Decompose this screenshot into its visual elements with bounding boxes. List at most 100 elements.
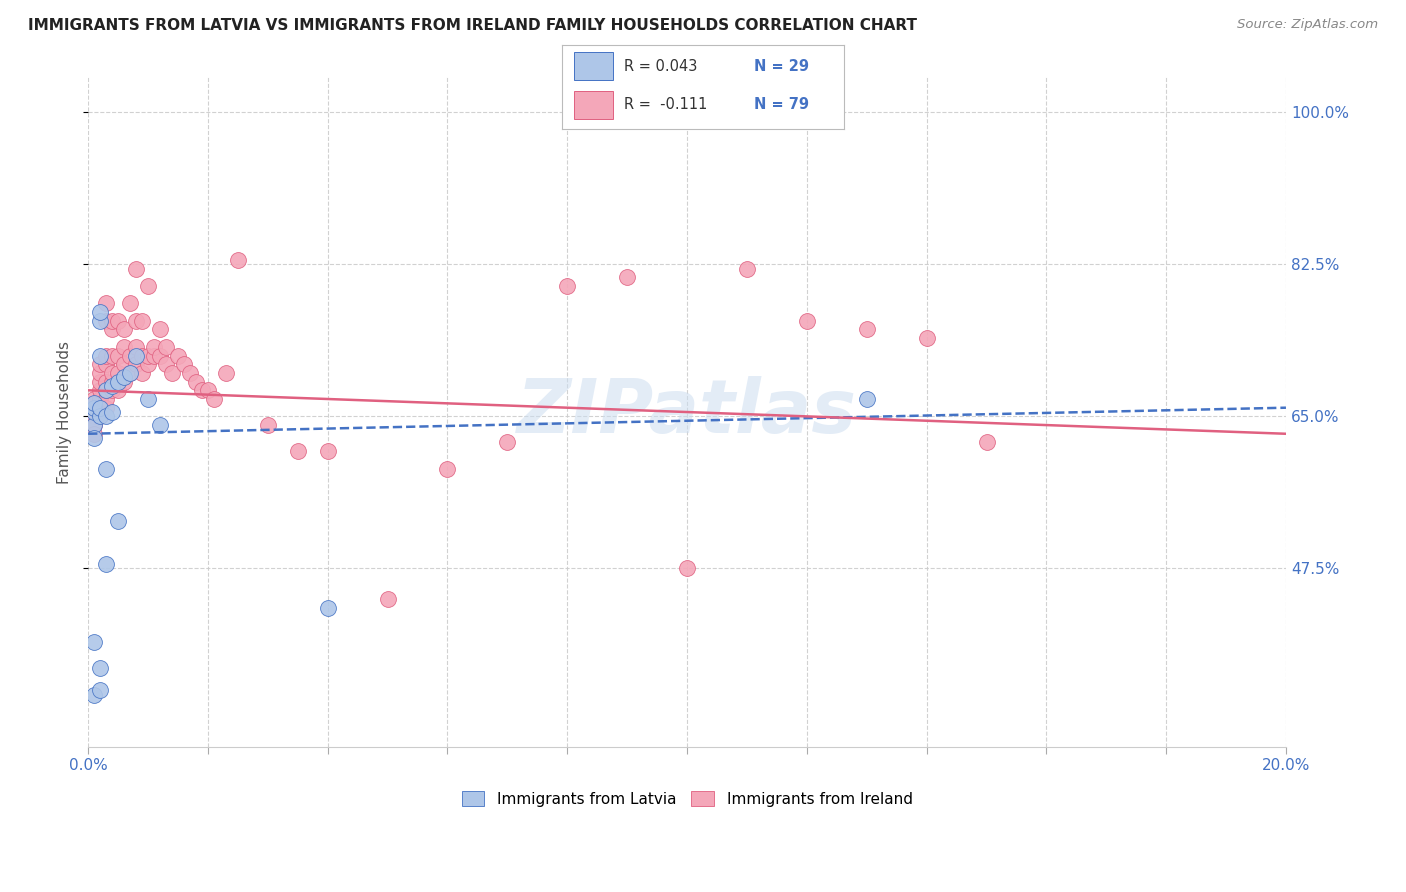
Point xyxy=(89,683,111,698)
Point xyxy=(202,392,225,406)
Point xyxy=(94,375,117,389)
Point xyxy=(167,349,190,363)
Point xyxy=(89,409,111,424)
Point xyxy=(107,349,129,363)
Point xyxy=(83,405,105,419)
Point xyxy=(160,366,183,380)
Point xyxy=(143,349,166,363)
Point xyxy=(120,296,142,310)
Bar xyxy=(574,53,613,80)
Text: N = 29: N = 29 xyxy=(754,59,808,74)
Point xyxy=(101,349,124,363)
Point xyxy=(125,314,148,328)
Point xyxy=(101,379,124,393)
Point xyxy=(125,340,148,354)
Point xyxy=(101,366,124,380)
Point xyxy=(94,409,117,424)
Point xyxy=(125,357,148,371)
Point xyxy=(136,279,159,293)
Point xyxy=(89,349,111,363)
Point xyxy=(215,366,238,380)
Point xyxy=(83,392,105,406)
Point xyxy=(89,409,111,424)
Point xyxy=(316,600,339,615)
Point xyxy=(131,366,153,380)
Point xyxy=(143,340,166,354)
Point xyxy=(125,349,148,363)
Point xyxy=(94,296,117,310)
Point xyxy=(226,252,249,267)
Point xyxy=(256,418,278,433)
Point xyxy=(676,561,699,575)
Point xyxy=(101,375,124,389)
Point xyxy=(94,384,117,398)
Point xyxy=(83,418,105,433)
Point xyxy=(136,357,159,371)
Point xyxy=(94,557,117,571)
Point xyxy=(89,401,111,415)
Point xyxy=(83,401,105,415)
Point xyxy=(149,349,172,363)
Point xyxy=(89,314,111,328)
Point xyxy=(94,349,117,363)
Point xyxy=(173,357,195,371)
Point xyxy=(120,349,142,363)
Point xyxy=(89,661,111,675)
Text: Source: ZipAtlas.com: Source: ZipAtlas.com xyxy=(1237,18,1378,31)
Point xyxy=(83,431,105,445)
Point xyxy=(131,349,153,363)
Point xyxy=(555,279,578,293)
Text: ZIPatlas: ZIPatlas xyxy=(517,376,858,449)
Point xyxy=(89,375,111,389)
Point xyxy=(89,405,111,419)
Point xyxy=(179,366,201,380)
Text: IMMIGRANTS FROM LATVIA VS IMMIGRANTS FROM IRELAND FAMILY HOUSEHOLDS CORRELATION : IMMIGRANTS FROM LATVIA VS IMMIGRANTS FRO… xyxy=(28,18,917,33)
Point xyxy=(83,396,105,410)
Point xyxy=(316,444,339,458)
Point xyxy=(131,314,153,328)
Point xyxy=(101,405,124,419)
Point xyxy=(149,418,172,433)
Point xyxy=(101,314,124,328)
Point xyxy=(94,314,117,328)
Point xyxy=(796,314,818,328)
Point xyxy=(735,261,758,276)
Point xyxy=(155,357,177,371)
Point xyxy=(83,409,105,424)
Y-axis label: Family Households: Family Households xyxy=(58,341,72,483)
Point xyxy=(112,357,135,371)
Point xyxy=(136,349,159,363)
Point xyxy=(94,357,117,371)
Bar xyxy=(574,91,613,120)
Point xyxy=(83,401,105,415)
Point xyxy=(89,401,111,415)
Point xyxy=(976,435,998,450)
Point xyxy=(94,401,117,415)
Point xyxy=(101,384,124,398)
Point xyxy=(136,392,159,406)
Point xyxy=(120,366,142,380)
Point xyxy=(101,322,124,336)
Point xyxy=(89,366,111,380)
Point xyxy=(107,375,129,389)
Point xyxy=(855,322,877,336)
Point xyxy=(89,305,111,319)
Point xyxy=(83,418,105,433)
Point xyxy=(112,370,135,384)
Point xyxy=(377,591,399,606)
Point xyxy=(496,435,519,450)
Point xyxy=(83,635,105,649)
Point xyxy=(89,384,111,398)
Point xyxy=(125,261,148,276)
Text: N = 79: N = 79 xyxy=(754,97,808,112)
Point xyxy=(83,426,105,441)
Point xyxy=(120,366,142,380)
Point xyxy=(616,270,638,285)
Point xyxy=(184,375,207,389)
Point xyxy=(915,331,938,345)
Point xyxy=(149,322,172,336)
Point xyxy=(94,392,117,406)
Point xyxy=(197,384,219,398)
Point xyxy=(107,366,129,380)
Point xyxy=(855,392,877,406)
